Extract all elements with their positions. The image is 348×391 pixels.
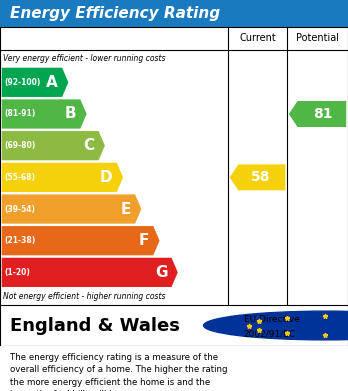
Polygon shape: [2, 68, 68, 97]
FancyBboxPatch shape: [0, 27, 348, 305]
Polygon shape: [2, 258, 178, 287]
Text: A: A: [46, 75, 58, 90]
Text: Energy Efficiency Rating: Energy Efficiency Rating: [10, 6, 221, 21]
Text: (69-80): (69-80): [4, 141, 35, 150]
Text: E: E: [120, 201, 131, 217]
Text: (92-100): (92-100): [4, 78, 41, 87]
Text: 81: 81: [313, 107, 333, 121]
Polygon shape: [2, 99, 87, 129]
Text: G: G: [155, 265, 167, 280]
Text: The energy efficiency rating is a measure of the
overall efficiency of a home. T: The energy efficiency rating is a measur…: [10, 353, 228, 391]
Text: Potential: Potential: [296, 33, 339, 43]
FancyBboxPatch shape: [0, 0, 348, 27]
Text: EU Directive: EU Directive: [244, 315, 300, 324]
Text: (55-68): (55-68): [4, 173, 35, 182]
Polygon shape: [2, 194, 141, 224]
Text: F: F: [139, 233, 149, 248]
Text: England & Wales: England & Wales: [10, 316, 180, 335]
Circle shape: [204, 311, 348, 340]
Text: (1-20): (1-20): [4, 268, 30, 277]
Text: D: D: [100, 170, 113, 185]
Text: B: B: [64, 106, 76, 122]
Text: 2002/91/EC: 2002/91/EC: [244, 329, 296, 338]
Text: Not energy efficient - higher running costs: Not energy efficient - higher running co…: [3, 292, 166, 301]
Text: 58: 58: [251, 170, 271, 184]
Text: (39-54): (39-54): [4, 204, 35, 213]
Text: C: C: [83, 138, 94, 153]
Text: Very energy efficient - lower running costs: Very energy efficient - lower running co…: [3, 54, 166, 63]
Text: (81-91): (81-91): [4, 109, 35, 118]
Text: (21-38): (21-38): [4, 236, 35, 245]
Polygon shape: [2, 131, 105, 160]
Polygon shape: [289, 101, 346, 127]
FancyBboxPatch shape: [0, 305, 348, 346]
Polygon shape: [2, 226, 159, 255]
Polygon shape: [230, 164, 285, 190]
Polygon shape: [2, 163, 123, 192]
Text: Current: Current: [239, 33, 276, 43]
